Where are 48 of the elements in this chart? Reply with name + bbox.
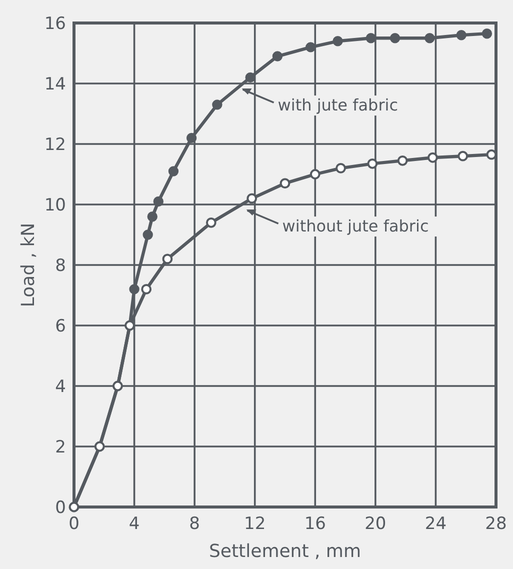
x-tick-label: 4 (128, 514, 140, 534)
point (424, 33, 435, 44)
x-tick-label: 8 (189, 514, 200, 534)
point (482, 28, 492, 39)
x-tick-label: 16 (304, 514, 326, 534)
point (272, 51, 283, 62)
point (456, 30, 466, 40)
annotation: with jute fabric (278, 96, 398, 115)
x-axis-title: Settlement , mm (209, 541, 361, 562)
point (142, 230, 153, 240)
y-tick-label: 0 (55, 498, 66, 518)
point (306, 42, 316, 52)
y-tick-label: 4 (55, 377, 66, 397)
y-tick-label: 10 (44, 196, 66, 216)
point (153, 196, 164, 207)
point (332, 36, 343, 46)
y-tick-label: 8 (55, 256, 66, 276)
point (129, 284, 140, 294)
point (186, 132, 197, 144)
point (162, 254, 173, 264)
point (245, 72, 256, 83)
x-tick-label: 12 (244, 514, 266, 534)
point (390, 33, 400, 44)
x-tick-label: 0 (68, 514, 80, 534)
point (336, 163, 346, 174)
point (212, 100, 222, 110)
point (428, 152, 438, 163)
point (366, 33, 376, 44)
point (458, 150, 468, 162)
x-tick-label: 20 (364, 514, 386, 534)
y-tick-label: 14 (44, 74, 66, 94)
annotation: without jute fabric (282, 216, 429, 236)
point (310, 169, 320, 180)
x-tick-label: 24 (424, 514, 447, 534)
y-tick-label: 16 (44, 14, 66, 34)
y-tick-label: 12 (44, 135, 66, 155)
point (168, 166, 179, 176)
y-axis-title: Load , kN (18, 222, 39, 308)
point (147, 212, 158, 222)
point (367, 158, 378, 169)
point (206, 217, 216, 228)
point (397, 155, 408, 166)
y-tick-label: 6 (55, 316, 66, 336)
point (141, 284, 152, 294)
y-tick-label: 2 (55, 438, 66, 458)
point (280, 178, 290, 189)
x-tick-label: 28 (485, 514, 507, 534)
point (246, 193, 258, 204)
